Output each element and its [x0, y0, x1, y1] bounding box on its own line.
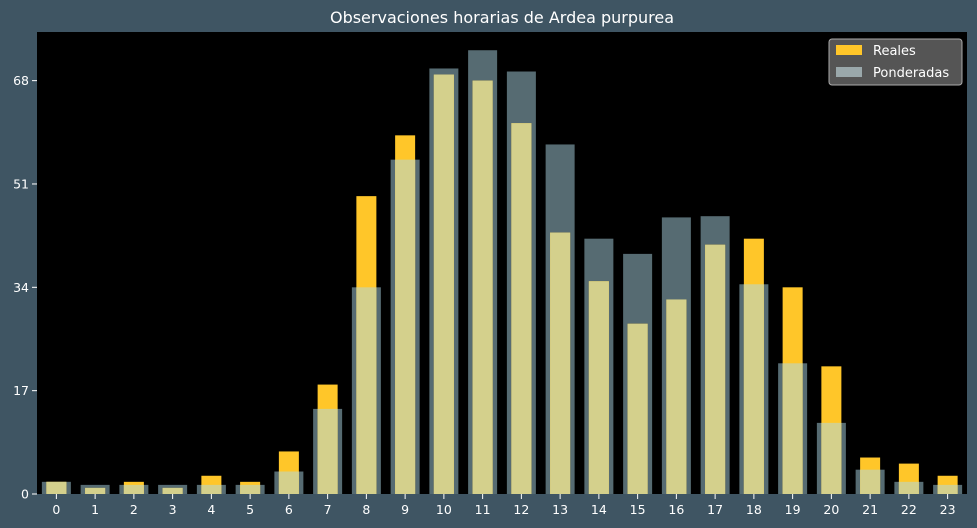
bar-overlap-10	[433, 74, 454, 494]
x-tick-label: 10	[436, 502, 452, 517]
x-tick-label: 8	[362, 502, 370, 517]
x-tick-label: 2	[130, 502, 138, 517]
x-tick-label: 4	[207, 502, 215, 517]
x-tick-label: 18	[746, 502, 762, 517]
plot-area	[37, 32, 967, 494]
bar-overlap-4	[201, 484, 222, 494]
x-tick-label: 19	[785, 502, 801, 517]
x-tick-label: 1	[91, 502, 99, 517]
bar-overlap-16	[666, 299, 687, 494]
chart-title: Observaciones horarias de Ardea purpurea	[330, 8, 674, 27]
bar-overlap-22	[898, 481, 919, 494]
bar-overlap-5	[240, 484, 261, 494]
bar-overlap-23	[937, 484, 958, 494]
y-tick-label: 0	[21, 487, 29, 502]
x-tick-label: 7	[324, 502, 332, 517]
legend-box	[828, 38, 963, 86]
bar-overlap-20	[821, 422, 842, 494]
x-tick-label: 6	[285, 502, 293, 517]
bar-overlap-12	[511, 123, 532, 495]
bar-overlap-13	[550, 232, 571, 494]
x-tick-label: 17	[707, 502, 723, 517]
legend-label-reales: Reales	[873, 44, 916, 59]
bar-overlap-11	[472, 80, 493, 494]
bar-overlap-17	[705, 244, 726, 494]
x-tick-label: 13	[552, 502, 568, 517]
legend: Reales Ponderadas	[828, 38, 963, 86]
legend-label-ponderadas: Ponderadas	[873, 66, 949, 81]
bar-overlap-14	[588, 281, 609, 494]
x-tick-label: 21	[862, 502, 878, 517]
y-tick-label: 34	[13, 280, 29, 295]
bar-overlap-1	[85, 487, 106, 494]
y-axis: 0 17 34 51 68	[13, 73, 37, 502]
x-tick-label: 16	[668, 502, 684, 517]
bar-overlap-19	[782, 363, 803, 494]
legend-swatch-reales	[836, 45, 862, 55]
bar-overlap-3	[162, 487, 183, 494]
x-tick-label: 9	[401, 502, 409, 517]
x-tick-label: 14	[591, 502, 607, 517]
series-overlap	[46, 74, 958, 495]
bar-overlap-6	[278, 471, 299, 494]
bar-overlap-8	[356, 287, 377, 494]
y-tick-label: 51	[13, 176, 29, 191]
bar-overlap-9	[395, 159, 416, 494]
y-tick-label: 17	[13, 383, 29, 398]
bar-overlap-7	[317, 408, 338, 494]
bar-overlap-21	[860, 469, 881, 494]
legend-swatch-ponderadas	[836, 67, 862, 77]
x-axis: 0 1 2 3 4 5 6 7 8 9 10 11 12 13 14 15 16 17 18 19 20 21 22 23	[52, 494, 956, 517]
x-tick-label: 22	[901, 502, 917, 517]
bar-overlap-15	[627, 323, 648, 494]
bar-overlap-18	[743, 284, 764, 494]
bar-overlap-2	[123, 484, 144, 494]
x-tick-label: 15	[630, 502, 646, 517]
x-tick-label: 11	[475, 502, 491, 517]
x-tick-label: 5	[246, 502, 254, 517]
y-tick-label: 68	[13, 73, 29, 88]
x-tick-label: 23	[940, 502, 956, 517]
x-tick-label: 20	[823, 502, 839, 517]
x-tick-label: 3	[169, 502, 177, 517]
x-tick-label: 0	[52, 502, 60, 517]
x-tick-label: 12	[513, 502, 529, 517]
bar-overlap-0	[46, 481, 67, 494]
